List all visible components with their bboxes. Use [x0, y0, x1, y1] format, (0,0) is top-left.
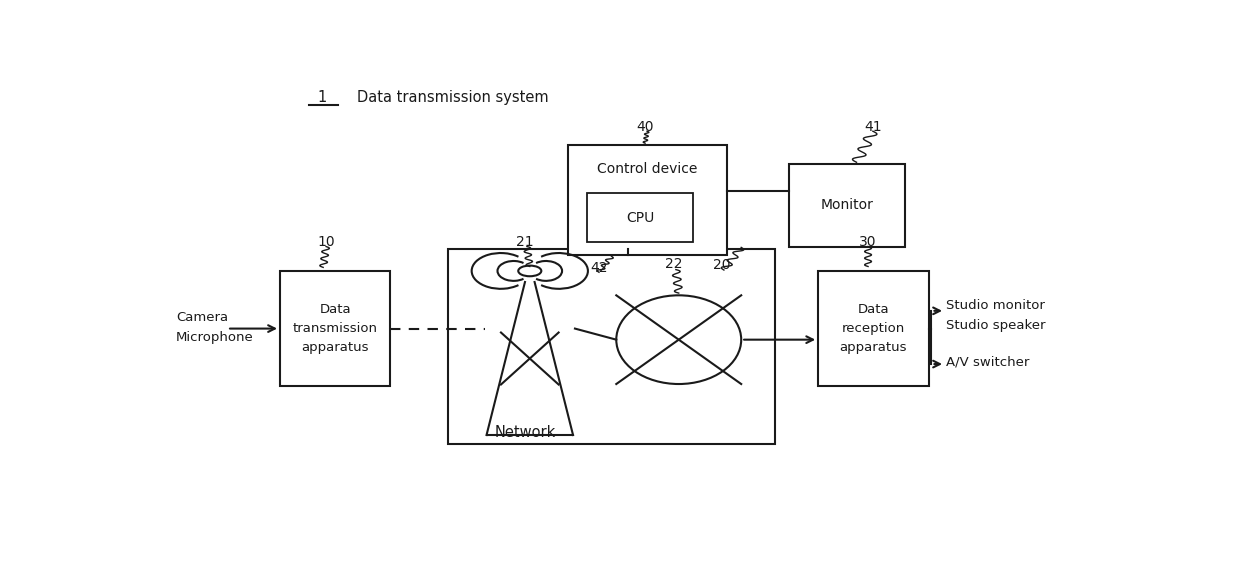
Text: 20: 20 [713, 258, 730, 272]
Text: 41: 41 [864, 120, 882, 134]
Text: A/V switcher: A/V switcher [946, 355, 1029, 368]
Text: Studio speaker: Studio speaker [946, 319, 1045, 332]
Bar [789, 165, 904, 247]
Text: Microphone: Microphone [176, 331, 254, 344]
Text: 40: 40 [636, 120, 653, 134]
Text: 30: 30 [859, 235, 877, 249]
Bar [588, 194, 693, 242]
Bar [568, 145, 727, 255]
Text: Monitor: Monitor [821, 198, 873, 213]
Text: Data
transmission
apparatus: Data transmission apparatus [293, 303, 378, 354]
Text: 10: 10 [317, 235, 335, 249]
Text: CPU: CPU [626, 211, 655, 225]
Text: Control device: Control device [598, 162, 698, 176]
Text: 22: 22 [665, 257, 683, 271]
Bar [818, 271, 929, 386]
Text: 21: 21 [516, 235, 533, 249]
Text: Data
reception
apparatus: Data reception apparatus [839, 303, 908, 354]
Bar [448, 249, 775, 444]
Text: Studio monitor: Studio monitor [946, 298, 1045, 312]
Text: 1: 1 [317, 90, 327, 105]
Text: 42: 42 [590, 261, 608, 275]
Bar [280, 271, 391, 386]
Circle shape [518, 266, 542, 276]
Ellipse shape [616, 295, 742, 384]
Text: Data transmission system: Data transmission system [357, 90, 549, 105]
Text: Camera: Camera [176, 311, 228, 324]
Text: Network: Network [495, 425, 556, 440]
